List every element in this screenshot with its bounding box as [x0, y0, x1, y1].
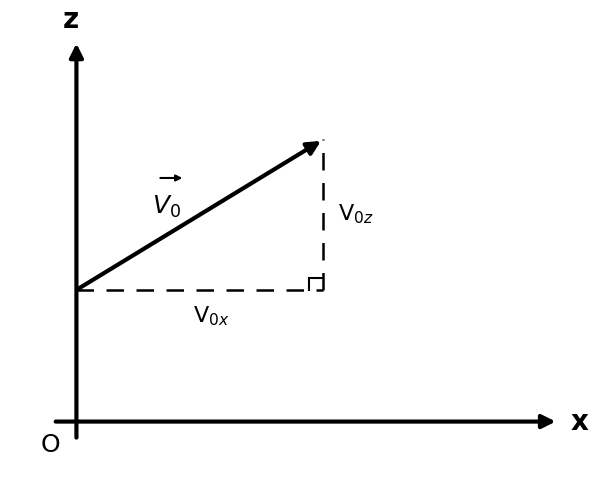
Text: V$_{0z}$: V$_{0z}$ [338, 203, 374, 227]
Text: z: z [62, 6, 79, 33]
Text: $V_0$: $V_0$ [152, 194, 181, 220]
Text: x: x [570, 408, 588, 435]
Text: V$_{0x}$: V$_{0x}$ [194, 304, 230, 327]
Text: O: O [40, 434, 60, 457]
